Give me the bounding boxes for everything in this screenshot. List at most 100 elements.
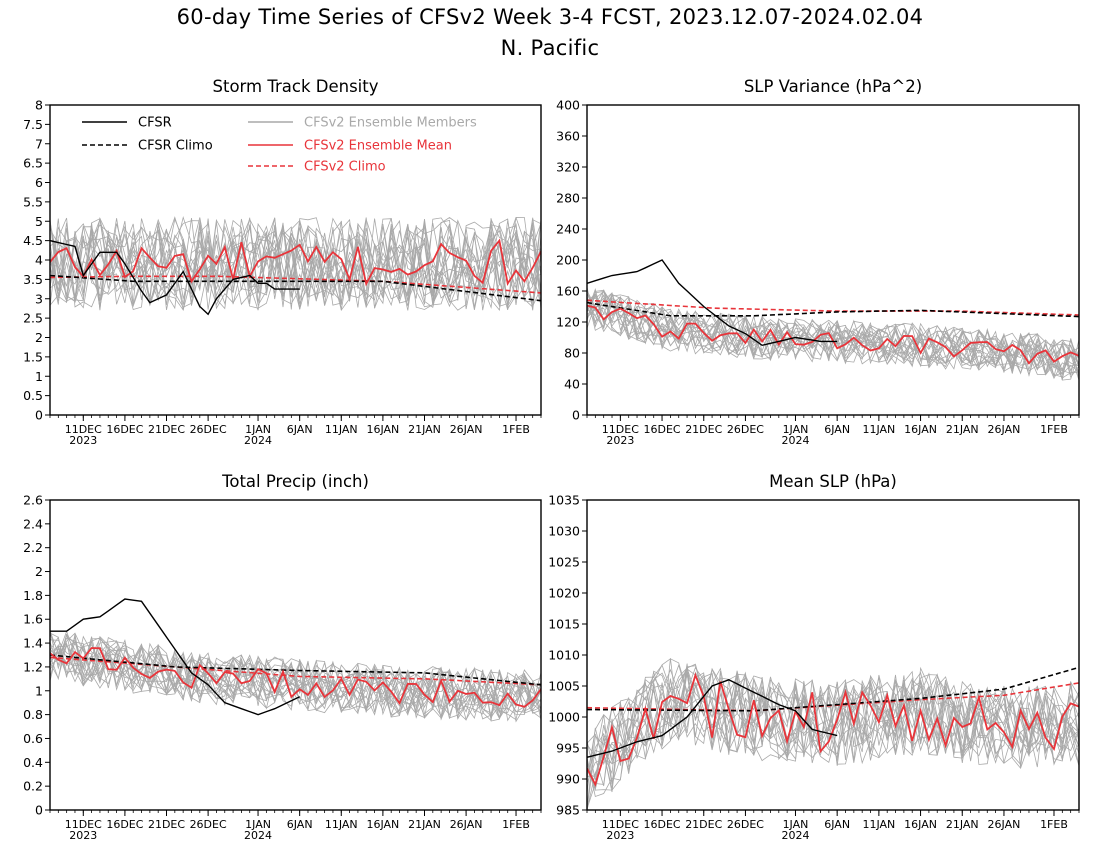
plot-frame [49,104,542,416]
x-tick-label: 11JAN [325,818,358,831]
x-tick-label: 1JAN [245,423,271,436]
cfsr-climo-line [587,301,1079,318]
ensemble-member-line [587,290,1079,372]
y-tick-label: 8 [35,98,43,113]
y-tick-label: 0.6 [23,731,43,746]
ensemble-member-line [50,217,541,310]
y-tick-label: 1.5 [23,349,43,364]
plot-area [50,598,541,723]
ensemble-member-line [50,634,541,723]
x-tick-label: 1JAN [783,818,809,831]
y-tick-label: 0.8 [23,707,43,722]
y-tick-label: 280 [556,191,580,206]
x-tick-label: 16DEC [106,818,143,831]
x-tick-label: 26DEC [727,818,764,831]
y-tick-label: 2 [35,564,43,579]
ensemble-member-line [50,641,541,719]
x-tick-year-label: 2023 [69,434,97,447]
x-tick-year-label: 2023 [606,434,634,447]
figure-subtitle: N. Pacific [500,36,600,60]
ensemble-member-line [587,671,1079,786]
y-tick-label: 2.5 [23,311,43,326]
y-tick-label: 80 [564,346,580,361]
cfsr-climo-line [50,654,541,686]
x-tick-label: 16JAN [904,423,937,436]
y-tick-label: 400 [556,98,580,113]
y-tick-label: 160 [556,284,580,299]
x-tick-year-label: 2024 [781,434,809,447]
ensemble-member-line [50,639,541,719]
y-tick-label: 2.4 [23,516,43,531]
ensemble-member-line [50,216,541,311]
x-tick-label: 26DEC [190,818,227,831]
y-tick-label: 1 [35,683,43,698]
y-tick-label: 0.5 [23,388,43,403]
y-tick-label: 0 [572,408,580,423]
chart-panel-storm: Storm Track Density 0 0.5 1 1.5 2 2.5 3 3.5 4 4.5 5… [23,77,542,447]
x-tick-label: 6JAN [824,423,850,436]
ensemble-member-line [587,292,1079,379]
x-tick-label: 11DEC [65,423,102,436]
y-tick-label: 240 [556,222,580,237]
chart-title: Mean SLP (hPa) [769,472,897,491]
plot-area [50,215,541,316]
x-tick-label: 21JAN [408,818,441,831]
x-tick-label: 11DEC [602,423,639,436]
x-tick-year-label: 2024 [244,434,272,447]
y-tick-label: 0.2 [23,779,43,794]
x-tick-year-label: 2024 [244,829,272,842]
plot-frame [49,499,542,811]
x-tick-label: 16JAN [904,818,937,831]
plot-frame [586,499,1080,811]
y-tick-label: 1015 [548,617,580,632]
chart-title: SLP Variance (hPa^2) [744,77,922,96]
legend-cfsr-climo-label: CFSR Climo [138,139,213,154]
ensemble-member-line [587,670,1079,780]
figure-title: 60-day Time Series of CFSv2 Week 3-4 FCS… [176,5,924,29]
cfsv2-climo-line [50,656,541,686]
x-tick-label: 16JAN [366,423,399,436]
y-tick-label: 0.4 [23,755,43,770]
chart-panel-meanslp: Mean SLP (hPa) 985 990 995 1000 1005 1010 1015 1… [548,472,1080,842]
ensemble-member-line [50,216,541,312]
y-tick-label: 360 [556,129,580,144]
cfsr-line [587,679,838,758]
legend-members-label: CFSv2 Ensemble Members [304,116,477,131]
x-tick-year-label: 2023 [69,829,97,842]
x-tick-year-label: 2024 [781,829,809,842]
x-tick-label: 1FEB [1040,818,1068,831]
x-tick-label: 1FEB [502,423,530,436]
plot-frame [586,104,1080,416]
y-tick-label: 1.8 [23,588,43,603]
y-tick-label: 6 [35,175,43,190]
x-tick-label: 21DEC [148,818,185,831]
y-tick-label: 2.6 [23,493,43,508]
chart-title: Total Precip (inch) [221,472,369,491]
cfsr-climo-line [50,274,541,302]
ensemble-member-line [50,217,541,310]
y-tick-label: 0 [35,803,43,818]
y-tick-label: 5 [35,214,43,229]
x-tick-label: 6JAN [824,818,850,831]
y-tick-label: 1030 [548,524,580,539]
y-tick-label: 40 [564,377,580,392]
y-tick-label: 7.5 [23,117,43,132]
x-tick-label: 1JAN [245,818,271,831]
x-tick-label: 11JAN [862,818,895,831]
y-tick-label: 2 [35,330,43,345]
chart-panel-slpvar: SLP Variance (hPa^2) 0 40 80 120 160 200 240 280… [556,77,1080,447]
y-tick-label: 7 [35,136,43,151]
y-tick-label: 1000 [548,710,580,725]
x-tick-label: 21JAN [408,423,441,436]
x-tick-label: 6JAN [287,423,313,436]
ensemble-member-line [50,218,541,311]
y-tick-label: 2.2 [23,540,43,555]
x-tick-label: 6JAN [287,818,313,831]
y-tick-label: 200 [556,253,580,268]
x-tick-label: 26JAN [988,818,1021,831]
y-tick-label: 1025 [548,555,580,570]
ensemble-member-line [587,286,1079,373]
x-tick-label: 21JAN [946,423,979,436]
x-tick-label: 21DEC [685,818,722,831]
